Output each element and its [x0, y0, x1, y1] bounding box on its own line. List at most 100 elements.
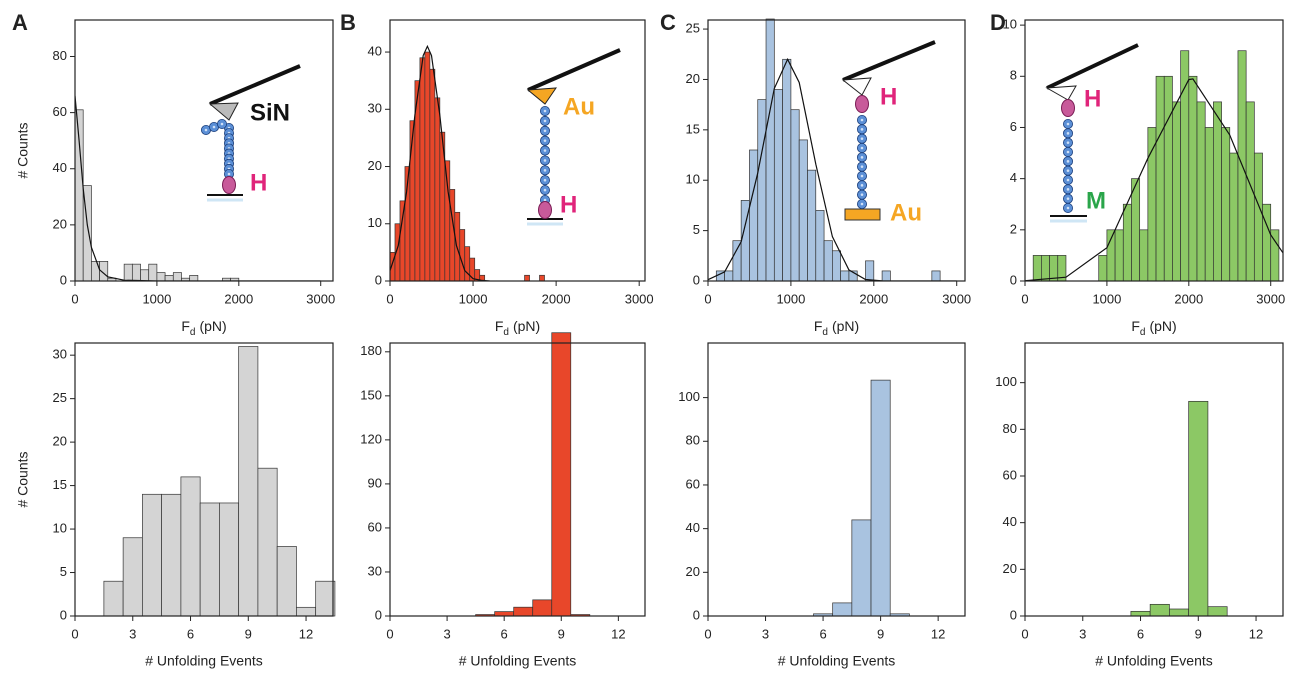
bar — [296, 606, 317, 617]
bar — [798, 139, 808, 282]
y-tick-label: 60 — [53, 104, 67, 119]
bar — [870, 379, 891, 617]
bar — [782, 58, 792, 282]
bar — [865, 260, 875, 282]
bar — [419, 57, 426, 282]
bar — [524, 274, 530, 282]
y-tick-label: 60 — [368, 519, 382, 534]
x-tick-label: 6 — [501, 626, 508, 641]
x-tick-label: 6 — [819, 626, 826, 641]
bead-core — [860, 193, 864, 196]
panel-letter: D — [990, 10, 1006, 35]
plot-frame — [707, 342, 966, 617]
y-tick-label: 0 — [375, 607, 382, 622]
plot-frame — [74, 19, 334, 282]
x-tick-label: 0 — [71, 626, 78, 641]
y-tick-label: 0 — [60, 607, 67, 622]
bar — [513, 606, 534, 617]
inset-label: H — [880, 83, 897, 110]
bar — [189, 275, 199, 282]
x-axis-label-unit: (pN) — [832, 318, 859, 334]
bead-core — [204, 128, 208, 132]
handle-domain — [855, 95, 869, 113]
x-axis-label-sub: d — [822, 327, 828, 338]
cantilever — [527, 48, 621, 92]
bar — [424, 51, 431, 282]
y-tick-label: 0 — [375, 272, 382, 287]
histogram-panel: 0 5 10 15 20 25 30 0 3 6 9 12 # Unfolding Events # Co… — [15, 342, 336, 669]
bar — [103, 580, 124, 617]
y-tick-label: 0 — [1010, 272, 1017, 287]
bead-core — [543, 139, 547, 142]
bar — [257, 467, 278, 617]
bar — [238, 346, 259, 617]
y-tick-label: 40 — [686, 520, 700, 535]
y-tick-label: 30 — [368, 101, 382, 116]
bead-core — [543, 178, 547, 182]
bead-core — [1066, 188, 1070, 191]
handle-domain — [222, 176, 236, 194]
x-tick-label: 9 — [245, 626, 252, 641]
bar — [1253, 152, 1263, 282]
x-tick-label: 3000 — [942, 291, 971, 306]
bar — [444, 160, 451, 282]
y-tick-label: 60 — [686, 476, 700, 491]
y-tick-label: 20 — [53, 434, 67, 449]
bead-core — [1066, 169, 1070, 172]
y-tick-label: 60 — [1003, 467, 1017, 482]
bar — [156, 272, 166, 282]
bar — [1041, 255, 1050, 282]
handle-domain — [1061, 99, 1075, 117]
bar — [164, 275, 174, 282]
y-tick-label: 40 — [368, 43, 382, 58]
bar — [1221, 127, 1231, 282]
x-tick-label: 12 — [931, 626, 945, 641]
panel-letter: C — [660, 10, 676, 35]
y-tick-label: 30 — [368, 563, 382, 578]
bar — [1188, 75, 1198, 282]
bead-core — [543, 188, 547, 192]
bar — [1155, 75, 1165, 282]
x-tick-label: 2000 — [859, 291, 888, 306]
bar — [881, 270, 891, 282]
tip — [841, 77, 872, 96]
bead-core — [860, 156, 864, 159]
x-tick-label: 3 — [1079, 626, 1086, 641]
bar — [399, 200, 406, 282]
bar — [142, 493, 162, 617]
bar — [757, 99, 767, 282]
bead-core — [227, 172, 231, 176]
x-tick-label: 2000 — [542, 291, 571, 306]
bar — [815, 210, 825, 282]
bar — [409, 120, 416, 282]
bead-core — [1066, 122, 1070, 126]
tip — [208, 102, 239, 121]
x-tick-label: 6 — [187, 626, 194, 641]
bar — [1204, 127, 1214, 282]
x-axis-label-sub: d — [190, 327, 196, 338]
y-tick-label: 10 — [368, 215, 382, 230]
y-tick-label: 120 — [360, 431, 382, 446]
x-axis-label-sub: d — [503, 327, 509, 338]
bar — [123, 263, 133, 282]
x-axis-label: # Unfolding Events — [778, 653, 896, 669]
bar — [1130, 610, 1151, 617]
bar — [494, 611, 515, 617]
y-tick-label: 100 — [995, 374, 1017, 389]
x-axis-label: Fd (pN) — [814, 318, 859, 338]
plot-frame — [389, 342, 646, 617]
bar — [551, 332, 572, 617]
bar — [1207, 606, 1228, 617]
tip — [526, 87, 558, 105]
plot-frame — [389, 19, 646, 282]
bar — [459, 229, 466, 282]
bar — [1169, 608, 1190, 617]
x-axis-label: # Unfolding Events — [145, 653, 263, 669]
y-tick-label: 90 — [368, 475, 382, 490]
x-tick-label: 0 — [704, 626, 711, 641]
y-tick-label: 6 — [1010, 119, 1017, 134]
bar — [773, 89, 783, 282]
bar — [724, 270, 734, 282]
y-tick-label: 0 — [60, 272, 67, 287]
